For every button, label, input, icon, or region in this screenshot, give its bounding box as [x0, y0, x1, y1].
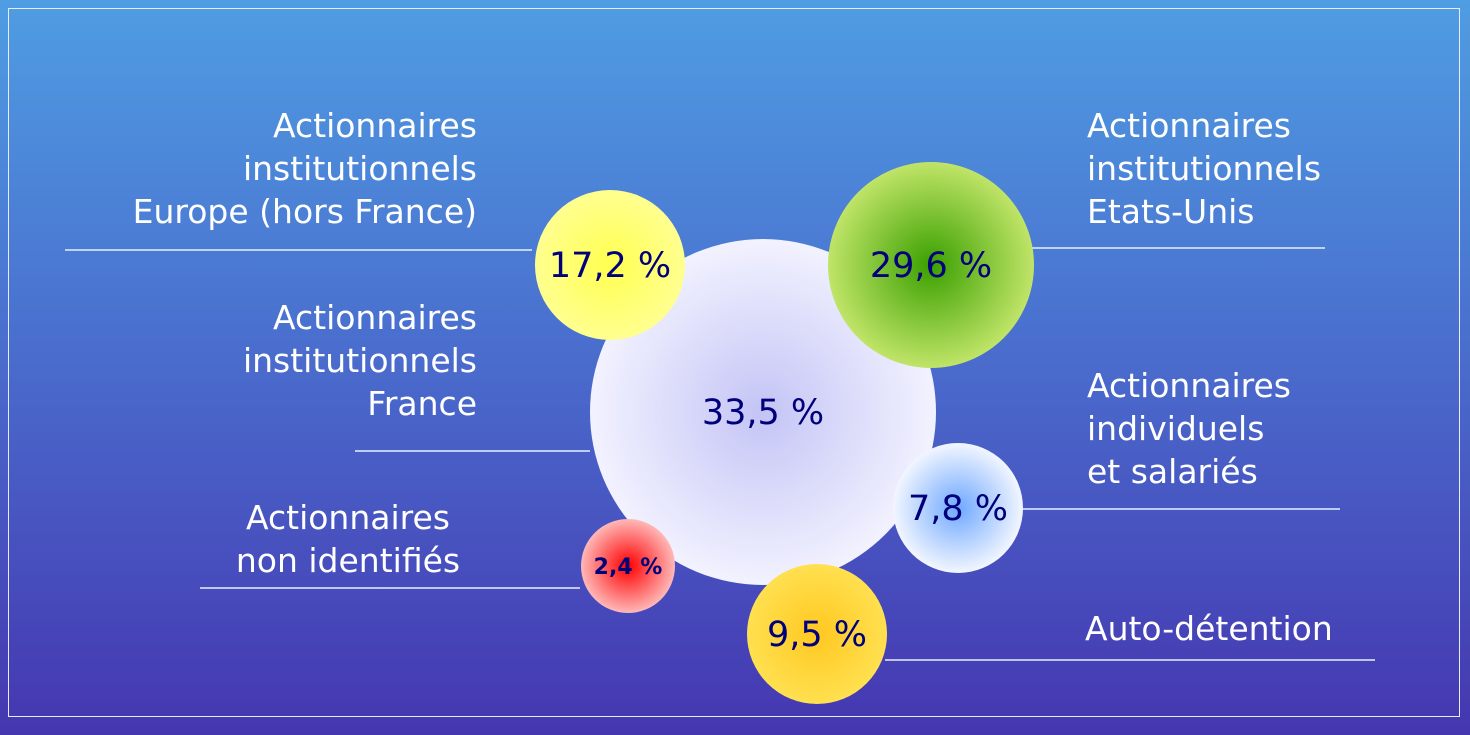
bubble [535, 190, 685, 340]
category-label: Actionnaires institutionnels France [242, 298, 477, 423]
frame [8, 8, 1460, 717]
bubble [581, 519, 675, 613]
category-label: Actionnaires institutionnels Europe (hor… [132, 106, 477, 231]
bubble [893, 443, 1023, 573]
value-label: 17,2 % [549, 246, 671, 286]
value-label: 29,6 % [870, 246, 992, 286]
value-label: 7,8 % [908, 489, 1008, 529]
value-label: 2,4 % [594, 555, 663, 580]
value-label: 33,5 % [702, 393, 824, 433]
category-label: Auto-détention [1085, 609, 1333, 648]
category-label: Actionnaires non identifiés [235, 498, 461, 580]
bubble [828, 162, 1034, 368]
bubble [747, 564, 887, 704]
category-label: Actionnaires institutionnels Etats-Unis [1087, 106, 1322, 231]
value-label: 9,5 % [767, 615, 867, 655]
category-label: Actionnaires individuels et salariés [1087, 366, 1291, 491]
